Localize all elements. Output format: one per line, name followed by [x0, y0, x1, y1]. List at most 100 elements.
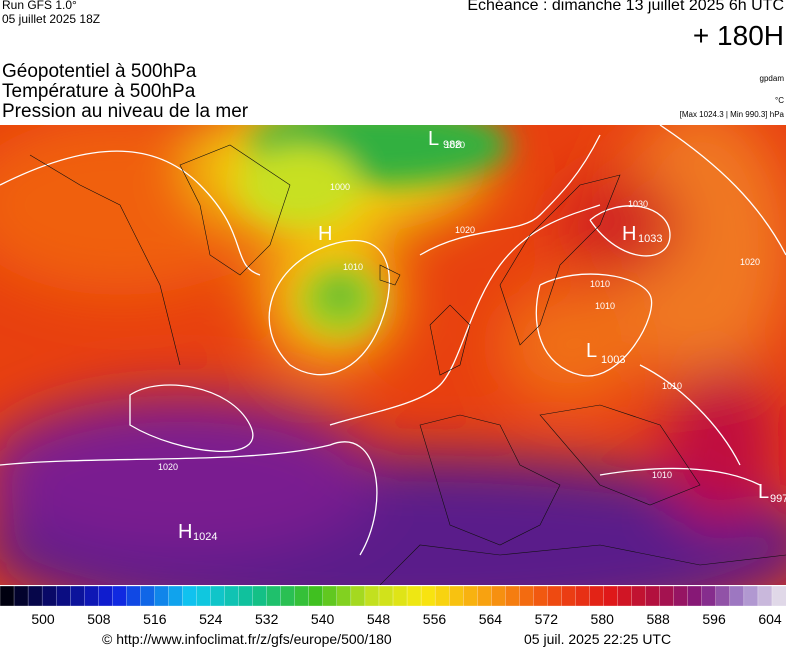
center-symbol: L: [758, 481, 769, 503]
colorbar-label: 604: [758, 611, 782, 627]
color-step: [84, 586, 99, 607]
isobar-label: 1020: [158, 462, 178, 472]
color-step: [659, 586, 675, 607]
color-step: [13, 586, 29, 607]
color-step: [701, 586, 717, 607]
color-step: [196, 586, 212, 607]
color-step: [98, 586, 113, 607]
colorbar-label: 516: [143, 611, 167, 627]
center-symbol: L: [586, 340, 597, 362]
color-step: [575, 586, 591, 607]
center-symbol: H: [318, 223, 332, 245]
isobar-label: 1010: [590, 279, 610, 289]
center-value: 1003: [601, 354, 625, 366]
color-step: [308, 586, 324, 607]
color-step: [154, 586, 170, 607]
color-step: [266, 586, 282, 607]
center-value: 1024: [193, 531, 217, 543]
color-step: [673, 586, 689, 607]
colorbar-label: 564: [479, 611, 503, 627]
color-step: [505, 586, 520, 607]
colorbar-label: 532: [255, 611, 279, 627]
title: Pression au niveau de la mer: [2, 101, 249, 122]
color-step: [41, 586, 57, 607]
color-step: [617, 586, 633, 607]
color-step: [0, 586, 15, 607]
center-symbol: H: [178, 521, 192, 543]
color-step: [434, 586, 450, 607]
isobar-label: 1010: [343, 262, 363, 272]
isobar-label: 1000: [330, 182, 350, 192]
color-step: [252, 586, 268, 607]
source-url: © http://www.infoclimat.fr/z/gfs/europe/…: [102, 631, 392, 647]
colorbar-label: 508: [87, 611, 111, 627]
lead-time: + 180H: [692, 20, 784, 51]
colorbar: 500 508 516 524 532 540 548 556 564 572 580 588 596 6…: [0, 586, 786, 627]
colorbar-label: 500: [31, 611, 55, 627]
isobar-label: 1030: [628, 199, 648, 209]
colorbar-label: 548: [367, 611, 391, 627]
color-step: [140, 586, 156, 607]
colorbar-label: 580: [591, 611, 615, 627]
color-step: [336, 586, 352, 607]
color-step: [224, 586, 240, 607]
color-step: [743, 586, 759, 607]
colorbar-label: 596: [702, 611, 726, 627]
color-step: [350, 586, 366, 607]
center-symbol: H: [622, 223, 636, 245]
center-symbol: L: [428, 128, 439, 150]
colorbar-label: 540: [311, 611, 335, 627]
color-step: [589, 586, 605, 607]
color-step: [406, 586, 422, 607]
color-step: [238, 586, 254, 607]
center-value: 1033: [638, 233, 662, 245]
isobar-label: 1010: [662, 381, 682, 391]
color-step: [631, 586, 647, 607]
color-step: [392, 586, 408, 607]
color-step: [126, 586, 142, 607]
color-step: [729, 586, 745, 607]
color-step: [519, 586, 535, 607]
color-step: [378, 586, 394, 607]
title: Géopotentiel à 500hPa: [2, 61, 197, 82]
color-step: [533, 586, 549, 607]
colorbar-label: 588: [646, 611, 670, 627]
color-step: [603, 586, 619, 607]
color-step: [645, 586, 661, 607]
map: 1020 1010 1030 1020 1020 1010 1010 1010 …: [0, 125, 786, 585]
color-step: [448, 586, 464, 607]
color-step: [463, 586, 478, 607]
isobar-label: 1010: [652, 470, 672, 480]
color-step: [322, 586, 338, 607]
run-date: 05 juillet 2025 18Z: [2, 12, 101, 26]
colorbar-label: 572: [535, 611, 559, 627]
color-step: [771, 586, 786, 607]
colorbar-label: 524: [199, 611, 223, 627]
isobar-label: 1020: [455, 225, 475, 235]
color-step: [182, 586, 198, 607]
color-step: [547, 586, 563, 607]
coastlines: [29, 144, 786, 585]
color-step: [27, 586, 43, 607]
colorbar-label: 556: [423, 611, 447, 627]
color-step: [477, 586, 492, 607]
center-value: 997: [770, 493, 786, 505]
unit: °C: [775, 96, 784, 105]
color-step: [687, 586, 703, 607]
run: Run GFS 1.0°: [2, 0, 77, 12]
color-step: [757, 586, 773, 607]
color-step: [294, 586, 310, 607]
color-step: [168, 586, 184, 607]
color-step: [420, 586, 436, 607]
isobar-label: 1020: [740, 257, 760, 267]
color-step: [561, 586, 577, 607]
color-step: [280, 586, 296, 607]
unit: gpdam: [759, 74, 784, 83]
isobar-label: 1020: [445, 140, 465, 150]
unit: [Max 1024.3 | Min 990.3] hPa: [679, 110, 784, 119]
center-value: 988: [443, 139, 461, 151]
color-step: [55, 586, 71, 607]
footer-date: 05 juil. 2025 22:25 UTC: [524, 631, 672, 647]
title: Température à 500hPa: [2, 81, 196, 102]
